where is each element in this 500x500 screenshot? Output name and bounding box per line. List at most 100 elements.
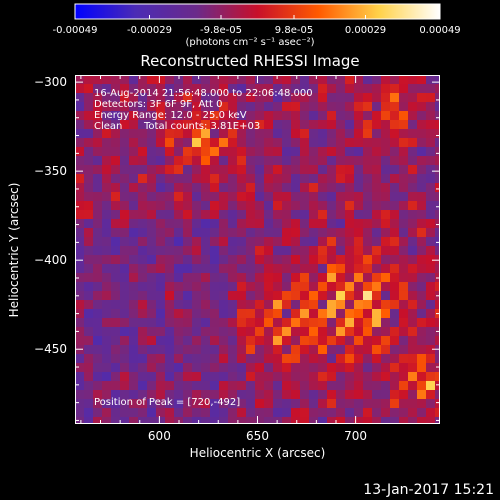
heatmap-cell [138,192,147,201]
heatmap-cell [417,102,426,111]
heatmap-cell [192,417,201,424]
heatmap-cell [417,111,426,120]
heatmap-cell [237,156,246,165]
heatmap-cell [291,291,300,300]
heatmap-cell [264,381,273,390]
heatmap-cell [75,75,84,84]
heatmap-cell [327,264,336,273]
heatmap-cell [282,120,291,129]
heatmap-cell [93,174,102,183]
heatmap-cell [129,120,138,129]
heatmap-cell [408,282,417,291]
heatmap-cell [93,84,102,93]
heatmap-cell [93,327,102,336]
heatmap-cell [201,354,210,363]
heatmap-cell [318,147,327,156]
heatmap-cell [318,111,327,120]
heatmap-cell [354,75,363,84]
heatmap-cell [192,354,201,363]
heatmap-cell [84,201,93,210]
heatmap-cell [111,309,120,318]
heatmap-cell [435,282,440,291]
heatmap-cell [282,417,291,424]
heatmap-cell [372,201,381,210]
heatmap-cell [309,156,318,165]
heatmap-cell [327,327,336,336]
heatmap-cell [210,408,219,417]
heatmap-cell [75,192,84,201]
heatmap-cell [120,219,129,228]
heatmap-cell [156,192,165,201]
heatmap-cell [327,201,336,210]
heatmap-cell [372,273,381,282]
heatmap-cell [309,399,318,408]
heatmap-cell [219,165,228,174]
y-tick-label: −450 [34,342,67,357]
heatmap-cell [111,345,120,354]
heatmap-cell [300,381,309,390]
heatmap-cell [255,75,264,84]
heatmap-cell [300,354,309,363]
heatmap-cell [354,372,363,381]
heatmap-cell [183,93,192,102]
heatmap-cell [372,300,381,309]
heatmap-cell [75,336,84,345]
heatmap-cell [84,120,93,129]
heatmap-cell [273,255,282,264]
heatmap-cell [273,237,282,246]
heatmap-cell [408,183,417,192]
heatmap-cell [129,255,138,264]
heatmap-cell [228,282,237,291]
heatmap-cell [309,111,318,120]
heatmap-cell [417,120,426,129]
heatmap-cell [354,246,363,255]
heatmap-cell [435,408,440,417]
heatmap-cell [381,111,390,120]
heatmap-cell [399,363,408,372]
heatmap-cell [147,273,156,282]
heatmap-cell [372,363,381,372]
heatmap-cell [291,138,300,147]
heatmap-cell [246,255,255,264]
heatmap-cell [138,147,147,156]
heatmap-cell [147,327,156,336]
heatmap-cell [408,255,417,264]
heatmap-cell [336,255,345,264]
heatmap-cell [219,93,228,102]
heatmap-cell [174,264,183,273]
heatmap-cell [282,354,291,363]
heatmap-cell [93,336,102,345]
heatmap-cell [381,219,390,228]
heatmap-cell [282,138,291,147]
heatmap-cell [291,408,300,417]
heatmap-cell [75,300,84,309]
heatmap-cell [309,129,318,138]
heatmap-cell [417,255,426,264]
heatmap-cell [75,390,84,399]
heatmap-cell [156,309,165,318]
heatmap-cell [219,147,228,156]
heatmap-cell [111,192,120,201]
heatmap-cell [318,408,327,417]
heatmap-cell [354,138,363,147]
heatmap-cell [246,264,255,273]
heatmap-cell [318,138,327,147]
heatmap-cell [129,192,138,201]
heatmap-cell [300,390,309,399]
heatmap-cell [426,399,435,408]
heatmap-cell [273,309,282,318]
heatmap-cell [318,309,327,318]
heatmap-cell [237,201,246,210]
heatmap-cell [111,138,120,147]
heatmap-cell [282,219,291,228]
heatmap-cell [147,228,156,237]
heatmap-cell [408,93,417,102]
heatmap-cell [399,183,408,192]
heatmap-cell [390,183,399,192]
heatmap-cell [309,138,318,147]
heatmap-cell [291,183,300,192]
heatmap-cell [381,237,390,246]
heatmap-cell [345,147,354,156]
heatmap-cell [165,102,174,111]
heatmap-cell [345,84,354,93]
